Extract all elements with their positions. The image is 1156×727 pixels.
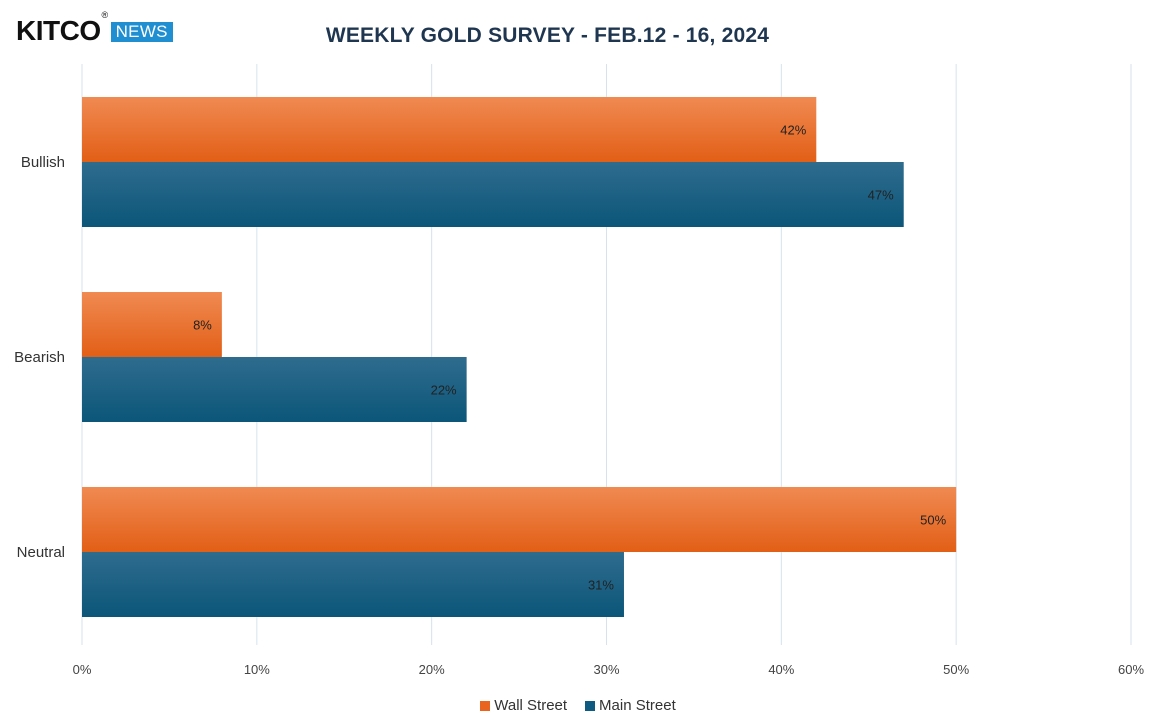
data-label-main-street-bearish: 22%	[431, 383, 457, 398]
category-label-bullish: Bullish	[21, 154, 65, 171]
category-label-neutral: Neutral	[17, 544, 65, 561]
x-tick-label: 30%	[593, 662, 619, 677]
logo-name: KITCO	[16, 15, 101, 46]
kitco-logo: KITCO ® NEWS	[16, 10, 173, 48]
logo-news-badge: NEWS	[110, 22, 173, 42]
x-tick-label: 60%	[1118, 662, 1144, 677]
legend-label-wall-street: Wall Street	[494, 697, 568, 714]
legend: Wall Street Main Street	[0, 697, 1156, 714]
chart-title: WEEKLY GOLD SURVEY - FEB.12 - 16, 2024	[325, 24, 770, 47]
x-tick-label: 20%	[419, 662, 445, 677]
data-labels: 42% 8% 50% 47% 22% 31%	[193, 123, 947, 593]
logo-registered-mark: ®	[101, 10, 108, 20]
legend-swatch-main-street	[585, 700, 596, 711]
legend-label-main-street: Main Street	[599, 697, 676, 714]
logo-wordmark: KITCO ®	[16, 10, 108, 48]
category-label-bearish: Bearish	[14, 349, 65, 366]
bar-main-street-bullish	[82, 162, 904, 227]
axes: 0% 10% 20% 30% 40% 50% 60% Bullish Bearish Neutra…	[14, 154, 1144, 677]
bar-main-street-bearish	[82, 357, 467, 422]
data-label-main-street-neutral: 31%	[588, 578, 614, 593]
data-label-wall-street-bullish: 42%	[780, 123, 806, 138]
legend-item-wall-street: Wall Street	[480, 697, 567, 714]
x-tick-label: 10%	[244, 662, 270, 677]
bar-wall-street-neutral	[82, 487, 957, 552]
bar-wall-street-bearish	[82, 292, 222, 357]
bars	[82, 97, 957, 617]
bar-wall-street-bullish	[82, 97, 817, 162]
data-label-wall-street-neutral: 50%	[920, 513, 946, 528]
data-label-wall-street-bearish: 8%	[193, 318, 212, 333]
data-label-main-street-bullish: 47%	[868, 188, 894, 203]
bar-main-street-neutral	[82, 552, 624, 617]
legend-swatch-wall-street	[480, 700, 491, 711]
x-tick-label: 40%	[768, 662, 794, 677]
x-tick-label: 50%	[943, 662, 969, 677]
bar-chart: 42% 8% 50% 47% 22% 31% 0% 10% 20% 30% 40% 50% 60% Bu…	[14, 64, 1144, 677]
x-tick-label: 0%	[73, 662, 92, 677]
legend-item-main-street: Main Street	[585, 697, 676, 714]
